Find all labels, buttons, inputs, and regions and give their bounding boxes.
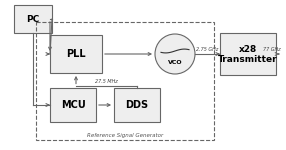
Bar: [14, 5, 52, 33]
Bar: [220, 33, 276, 75]
Text: Transmitter: Transmitter: [218, 54, 278, 63]
Bar: [114, 88, 160, 122]
Text: 77 GHz: 77 GHz: [263, 47, 281, 52]
Text: 2.75 GHz: 2.75 GHz: [196, 47, 219, 52]
Circle shape: [155, 34, 195, 74]
Text: DDS: DDS: [126, 100, 148, 110]
Text: x28: x28: [239, 45, 257, 54]
Text: Reference Signal Generator: Reference Signal Generator: [87, 134, 163, 138]
Bar: [50, 35, 102, 73]
Text: PC: PC: [26, 15, 40, 24]
Bar: [50, 88, 96, 122]
Text: PLL: PLL: [66, 49, 86, 59]
Text: 27.5 MHz: 27.5 MHz: [95, 79, 118, 84]
Text: MCU: MCU: [61, 100, 86, 110]
Bar: [36, 22, 214, 140]
Text: VCO: VCO: [168, 60, 182, 66]
